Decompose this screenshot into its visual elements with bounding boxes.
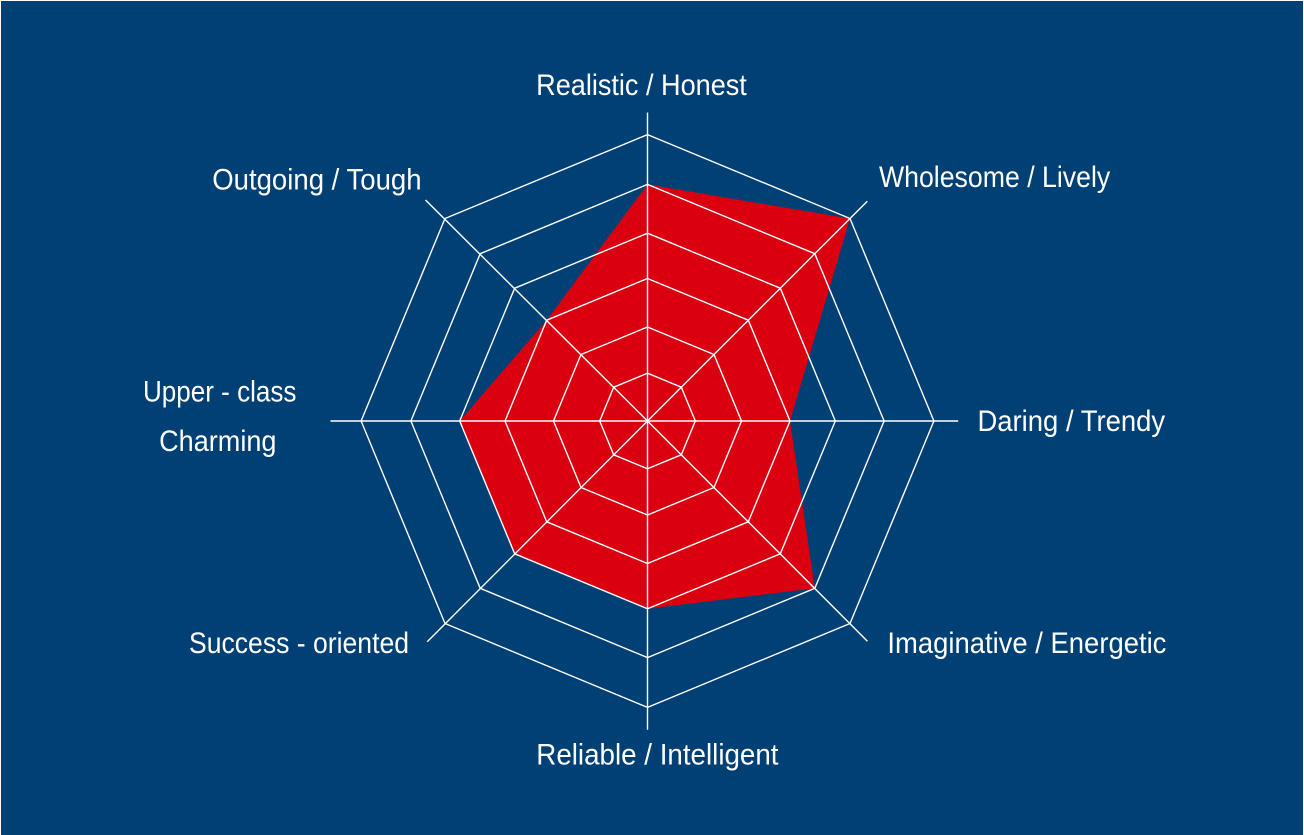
svg-text:Upper - class: Upper - class (143, 375, 296, 408)
svg-text:Reliable / Intelligent: Reliable / Intelligent (536, 738, 778, 771)
svg-text:Charming: Charming (159, 425, 276, 458)
svg-text:Imaginative / Energetic: Imaginative / Energetic (887, 627, 1166, 660)
svg-text:Wholesome / Lively: Wholesome / Lively (879, 161, 1111, 194)
svg-text:Success - oriented: Success - oriented (189, 627, 409, 660)
svg-text:Outgoing / Tough: Outgoing / Tough (212, 164, 421, 197)
svg-text:Realistic / Honest: Realistic / Honest (536, 69, 747, 102)
svg-text:Daring / Trendy: Daring / Trendy (977, 405, 1165, 438)
